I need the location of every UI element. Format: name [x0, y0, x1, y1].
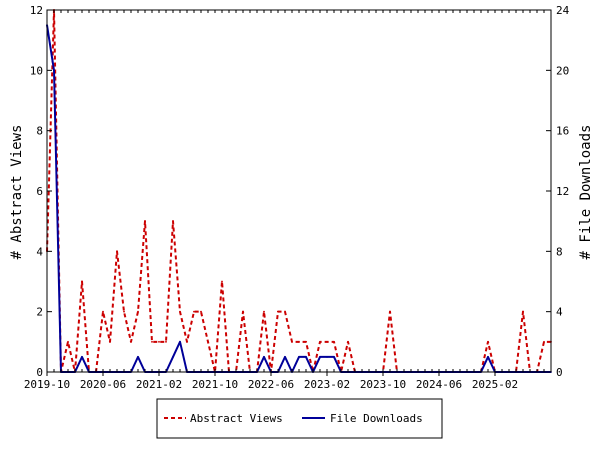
data-point-abstract-views [186, 340, 188, 343]
data-point-abstract-views [326, 340, 328, 343]
data-point-file-downloads [81, 356, 83, 358]
data-point-file-downloads [53, 69, 55, 72]
y-right-tick-label: 24 [556, 4, 570, 17]
data-point-abstract-views [81, 280, 83, 283]
data-point-file-downloads [137, 356, 139, 358]
data-point-file-downloads [333, 356, 335, 358]
data-point-abstract-views [242, 310, 244, 313]
y-left-axis-title: # Abstract Views [9, 125, 25, 260]
y-right-tick-label: 4 [556, 306, 563, 319]
data-point-abstract-views [389, 310, 391, 313]
data-point-abstract-views [284, 310, 286, 313]
legend-label-file-downloads: File Downloads [330, 412, 423, 425]
data-point-abstract-views [347, 340, 349, 343]
data-point-abstract-views [144, 220, 146, 223]
x-tick-label: 2023-10 [360, 378, 406, 391]
y-left-tick-label: 8 [36, 125, 43, 138]
plot-area-border [46, 9, 552, 373]
series-line-abstract-views [46, 9, 551, 373]
x-tick-label: 2019-10 [24, 378, 70, 391]
data-point-file-downloads [284, 356, 286, 358]
x-tick-label: 2021-10 [192, 378, 238, 391]
data-point-file-downloads [326, 356, 328, 358]
data-point-abstract-views [172, 220, 174, 223]
x-tick-label: 2024-06 [416, 378, 462, 391]
y-left-tick-label: 10 [30, 64, 43, 77]
legend-label-abstract-views: Abstract Views [190, 412, 283, 425]
data-point-file-downloads [298, 356, 300, 358]
y-left-tick-label: 6 [36, 185, 43, 198]
data-point-abstract-views [130, 340, 132, 343]
data-point-abstract-views [487, 340, 489, 343]
data-point-abstract-views [319, 340, 321, 343]
data-point-abstract-views [179, 310, 181, 313]
data-point-file-downloads [319, 356, 321, 358]
data-point-abstract-views [291, 340, 293, 343]
y-left-tick-label: 4 [36, 245, 43, 258]
y-right-tick-label: 8 [556, 245, 563, 258]
y-left-tick-label: 2 [36, 306, 43, 319]
x-tick-label: 2023-02 [304, 378, 350, 391]
y-left-tick-label: 12 [30, 4, 43, 17]
plot-frame [46, 9, 552, 373]
legend: Abstract Views File Downloads [156, 398, 443, 439]
data-point-abstract-views [263, 310, 265, 313]
data-point-abstract-views [137, 310, 139, 313]
data-point-abstract-views [221, 280, 223, 283]
y-left-tick-label: 0 [36, 366, 43, 379]
legend-box [156, 398, 443, 439]
x-tick-label: 2021-02 [136, 378, 182, 391]
data-point-abstract-views [298, 340, 300, 343]
data-point-abstract-views [277, 310, 279, 313]
y-right-tick-label: 16 [556, 125, 569, 138]
y-right-tick-label: 12 [556, 185, 569, 198]
data-point-abstract-views [305, 340, 307, 343]
x-tick-label: 2020-06 [80, 378, 126, 391]
y-right-tick-label: 0 [556, 366, 563, 379]
data-point-abstract-views [165, 340, 167, 343]
tick-layer: 2019-10 2020-06 2021-02 2021-10 2022-06 2023-… [24, 4, 570, 391]
x-tick-label: 2025-02 [472, 378, 518, 391]
data-point-file-downloads [487, 356, 489, 358]
data-point-abstract-views [109, 340, 111, 343]
data-point-abstract-views [158, 340, 160, 343]
data-point-file-downloads [305, 356, 307, 358]
y-right-tick-label: 20 [556, 64, 569, 77]
data-point-abstract-views [123, 310, 125, 313]
data-point-file-downloads [172, 356, 174, 358]
y-right-axis-title: # File Downloads [578, 125, 594, 260]
data-point-abstract-views [522, 310, 524, 313]
data-point-abstract-views [193, 310, 195, 313]
data-point-abstract-views [333, 340, 335, 343]
data-point-abstract-views [151, 340, 153, 343]
series-line-file-downloads [46, 24, 551, 373]
data-point-file-downloads [263, 356, 265, 358]
data-point-abstract-views [207, 340, 209, 343]
data-point-abstract-views [67, 340, 69, 343]
data-point-abstract-views [200, 310, 202, 313]
x-tick-label: 2022-06 [248, 378, 294, 391]
data-point-file-downloads [179, 340, 181, 343]
data-point-abstract-views [102, 310, 104, 313]
data-point-abstract-views [543, 340, 545, 343]
data-point-abstract-views [116, 250, 118, 253]
series-layer [46, 9, 552, 373]
